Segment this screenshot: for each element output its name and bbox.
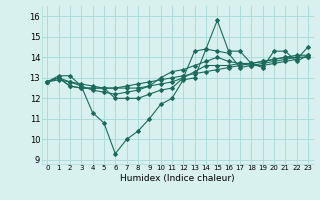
- X-axis label: Humidex (Indice chaleur): Humidex (Indice chaleur): [120, 174, 235, 183]
